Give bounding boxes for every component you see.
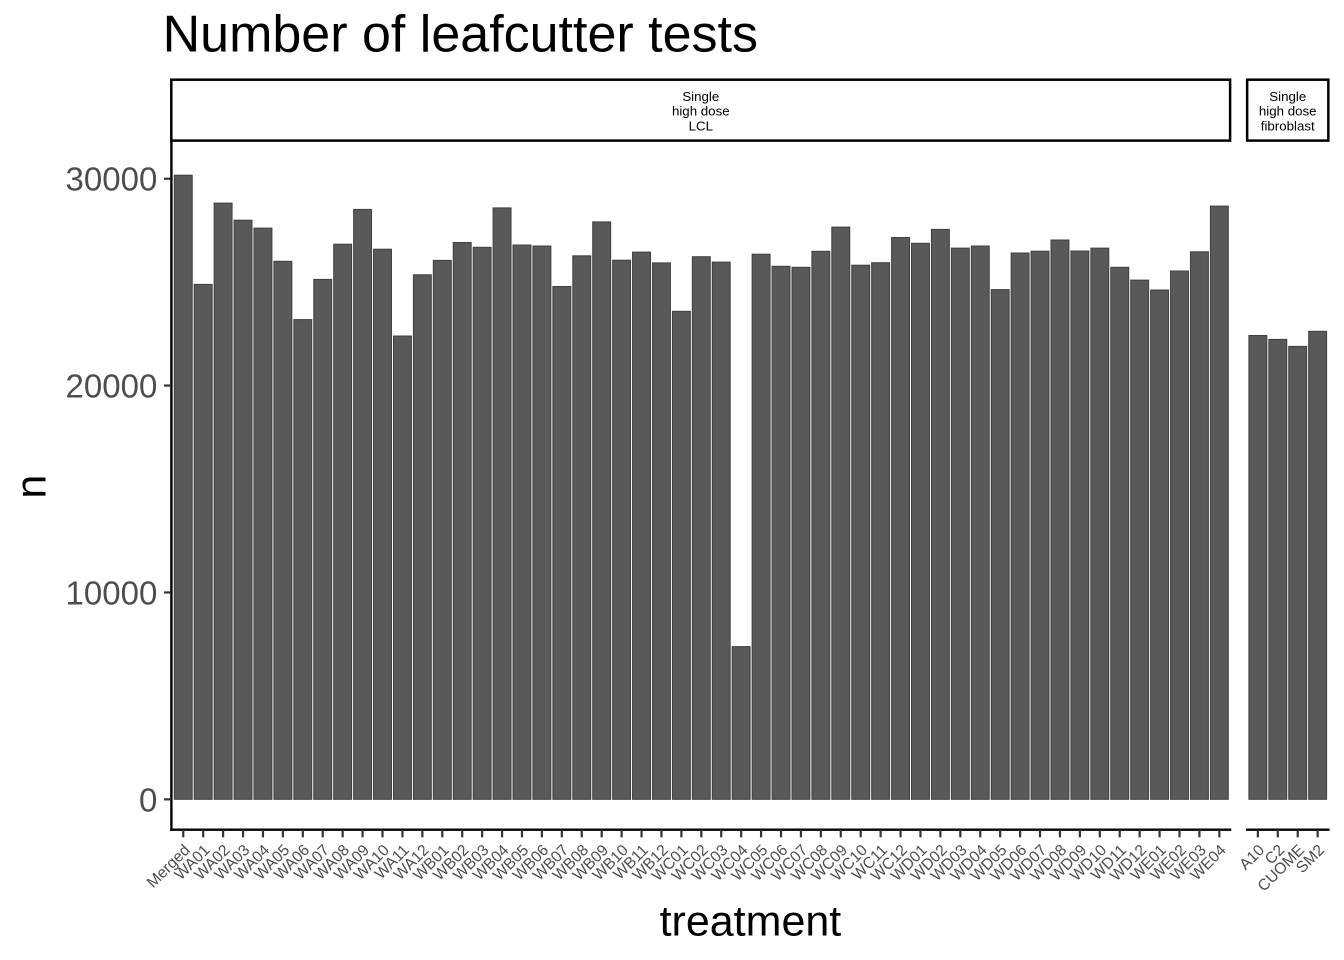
svg-text:30000: 30000 [66, 161, 158, 198]
svg-text:Single: Single [682, 89, 719, 104]
svg-text:Number of leafcutter tests: Number of leafcutter tests [163, 6, 758, 64]
svg-text:LCL: LCL [689, 118, 713, 133]
svg-text:fibroblast: fibroblast [1261, 118, 1315, 133]
svg-text:0: 0 [139, 781, 157, 818]
svg-text:treatment: treatment [660, 898, 842, 946]
svg-text:Single: Single [1269, 89, 1306, 104]
svg-text:high dose: high dose [672, 104, 730, 119]
svg-text:n: n [7, 475, 55, 499]
svg-text:high dose: high dose [1259, 104, 1317, 119]
svg-text:20000: 20000 [66, 367, 158, 404]
svg-text:10000: 10000 [66, 574, 158, 611]
